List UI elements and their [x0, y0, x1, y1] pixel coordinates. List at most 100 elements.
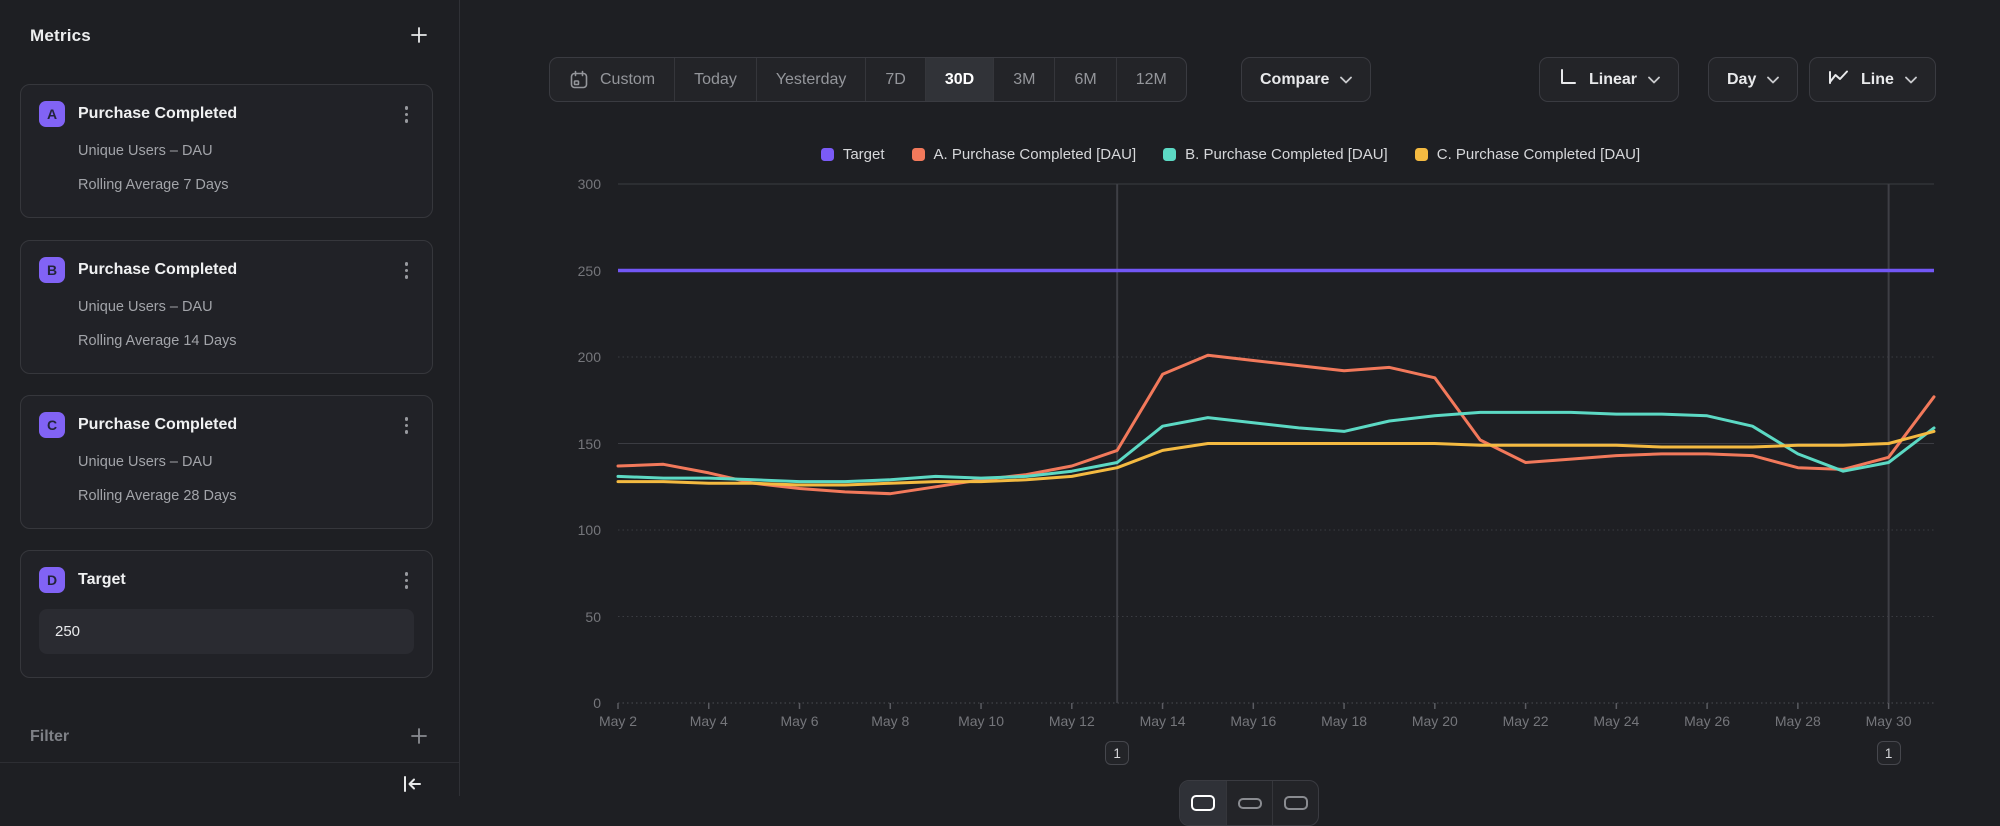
- chart-panel: Custom Today Yesterday 7D 30D 3M 6M 12M …: [461, 0, 2000, 826]
- metric-letter-badge: B: [39, 257, 65, 284]
- filter-section: Filter: [30, 722, 431, 752]
- scale-dropdown[interactable]: Linear: [1539, 57, 1680, 102]
- metric-title: Purchase Completed: [78, 416, 238, 434]
- layout-rect-icon: [1237, 797, 1262, 809]
- series-line-b[interactable]: [616, 410, 1936, 484]
- x-axis-labels: May 2 May 4 May 6 May 8 May 10 May 12 May 14 Ma…: [599, 713, 1934, 733]
- x-tick-label: May 30: [1865, 713, 1912, 729]
- metric-options-button[interactable]: [399, 412, 415, 439]
- chart-layout-option-3[interactable]: [1272, 781, 1318, 825]
- metric-options-button[interactable]: [399, 567, 415, 594]
- range-label: Today: [694, 70, 737, 88]
- metric-letter-badge: C: [39, 412, 65, 439]
- x-tick-label: May 10: [958, 713, 1004, 729]
- plus-icon: [409, 726, 429, 749]
- metric-options-button[interactable]: [399, 101, 415, 128]
- collapse-sidebar-button[interactable]: [399, 772, 425, 799]
- legend-swatch: [911, 148, 925, 161]
- x-tick-label: May 12: [1048, 713, 1095, 729]
- metric-letter-badge: D: [39, 567, 65, 594]
- metric-measure[interactable]: Unique Users – DAU: [78, 142, 213, 159]
- range-label: 12M: [1135, 70, 1167, 88]
- metric-transform[interactable]: Rolling Average 14 Days: [78, 332, 237, 349]
- compare-label: Compare: [1260, 70, 1330, 88]
- metric-options-button[interactable]: [399, 257, 415, 284]
- y-tick-label: 0: [593, 695, 601, 711]
- range-yesterday-button[interactable]: Yesterday: [755, 58, 866, 101]
- series-line-c[interactable]: [616, 429, 1936, 487]
- metric-card-a: A Purchase Completed Unique Users – DAU …: [20, 84, 433, 218]
- add-filter-button[interactable]: [407, 724, 431, 751]
- chart-canvas[interactable]: [616, 183, 1936, 709]
- metrics-header: Metrics: [30, 22, 431, 50]
- add-metric-button[interactable]: [407, 23, 431, 50]
- sidebar-divider: [0, 762, 459, 763]
- layout-rect-icon: [1283, 796, 1308, 810]
- annotation-badge[interactable]: 1: [1105, 741, 1130, 765]
- metric-transform[interactable]: Rolling Average 7 Days: [78, 176, 229, 193]
- chart-layout-option-1[interactable]: [1180, 781, 1226, 825]
- metric-measure[interactable]: Unique Users – DAU: [78, 453, 213, 470]
- interval-label: Day: [1727, 70, 1757, 88]
- range-30d-button[interactable]: 30D: [924, 58, 994, 101]
- target-value-input[interactable]: [39, 608, 414, 654]
- metric-card-b: B Purchase Completed Unique Users – DAU …: [20, 240, 433, 374]
- y-tick-label: 200: [577, 349, 601, 365]
- metric-measure[interactable]: Unique Users – DAU: [78, 298, 213, 315]
- x-tick-label: May 8: [871, 713, 910, 729]
- x-tick-label: May 16: [1230, 713, 1277, 729]
- target-title: Target: [78, 571, 126, 589]
- series-line-a[interactable]: [616, 353, 1936, 496]
- legend-swatch: [1163, 148, 1177, 161]
- metrics-section-title: Metrics: [30, 26, 91, 45]
- chevron-down-icon: [1648, 71, 1660, 89]
- layout-rect-icon: [1191, 795, 1215, 811]
- range-label: 6M: [1074, 70, 1097, 88]
- range-label: 30D: [944, 70, 975, 88]
- calendar-icon: [569, 70, 589, 90]
- target-card: D Target: [20, 550, 433, 678]
- interval-dropdown[interactable]: Day: [1708, 57, 1799, 102]
- y-tick-label: 50: [585, 608, 601, 625]
- x-tick-label: May 6: [780, 713, 819, 729]
- range-6m-button[interactable]: 6M: [1054, 58, 1115, 101]
- y-tick-label: 150: [577, 435, 601, 452]
- chart-type-label: Line: [1861, 70, 1894, 88]
- chevron-down-icon: [1767, 71, 1780, 89]
- legend-label: A. Purchase Completed [DAU]: [933, 146, 1137, 163]
- range-label: Custom: [600, 70, 656, 88]
- metric-title: Purchase Completed: [78, 105, 238, 123]
- scale-label: Linear: [1589, 70, 1638, 88]
- line-chart-icon: [1828, 68, 1850, 91]
- chevron-down-icon: [1340, 71, 1353, 89]
- legend-item-b[interactable]: B. Purchase Completed [DAU]: [1163, 146, 1388, 163]
- y-tick-label: 100: [577, 522, 601, 538]
- legend-label: C. Purchase Completed [DAU]: [1436, 146, 1641, 163]
- range-custom-button[interactable]: Custom: [550, 58, 674, 101]
- legend-item-a[interactable]: A. Purchase Completed [DAU]: [911, 146, 1137, 163]
- compare-dropdown[interactable]: Compare: [1241, 57, 1372, 102]
- x-tick-label: May 24: [1593, 713, 1640, 729]
- annotation-badge[interactable]: 1: [1876, 741, 1901, 765]
- plus-icon: [409, 25, 429, 48]
- chart-type-dropdown[interactable]: Line: [1809, 57, 1936, 102]
- filter-section-title: Filter: [30, 728, 70, 745]
- range-12m-button[interactable]: 12M: [1115, 58, 1186, 101]
- chart-layout-option-2[interactable]: [1226, 781, 1272, 825]
- x-tick-label: May 2: [598, 713, 638, 729]
- legend-swatch: [820, 148, 834, 161]
- range-3m-button[interactable]: 3M: [993, 58, 1054, 101]
- chart-legend: Target A. Purchase Completed [DAU] B. Pu…: [461, 146, 2000, 163]
- range-7d-button[interactable]: 7D: [865, 58, 924, 101]
- range-today-button[interactable]: Today: [674, 58, 756, 101]
- legend-item-target[interactable]: Target: [820, 146, 885, 163]
- date-range-segmented-control: Custom Today Yesterday 7D 30D 3M 6M 12M: [549, 57, 1187, 102]
- x-tick-label: May 26: [1684, 713, 1731, 729]
- legend-item-c[interactable]: C. Purchase Completed [DAU]: [1414, 146, 1641, 163]
- x-tick-label: May 22: [1502, 713, 1549, 729]
- x-tick-label: May 18: [1321, 713, 1368, 729]
- metric-transform[interactable]: Rolling Average 28 Days: [78, 487, 237, 504]
- x-tick-label: May 28: [1774, 713, 1821, 729]
- chart-layout-segmented-control: [1179, 780, 1319, 826]
- line-chart-plot[interactable]: [616, 183, 1936, 709]
